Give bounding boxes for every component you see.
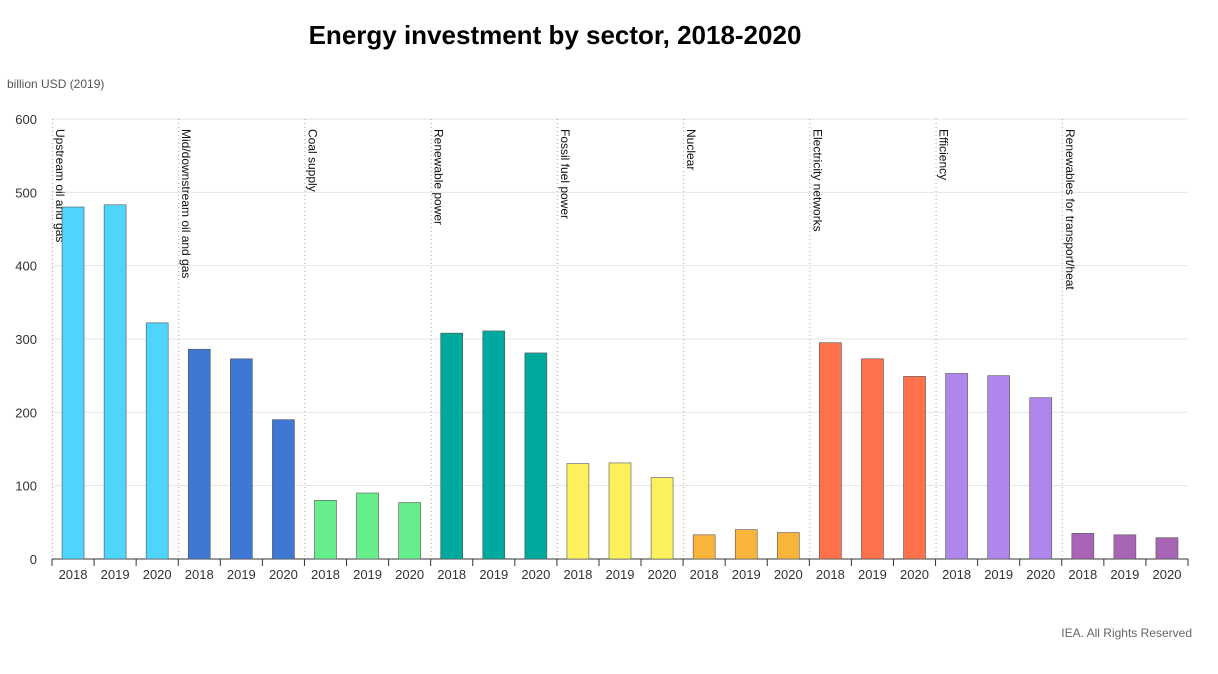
x-tick-label: 2018 xyxy=(311,567,340,582)
group-label: Efficiency xyxy=(937,129,951,180)
bar xyxy=(314,500,337,560)
x-tick-label: 2019 xyxy=(101,567,130,582)
x-tick-label: 2020 xyxy=(143,567,172,582)
group-label: Renewables for transport/heat xyxy=(1063,129,1077,290)
y-tick-label: 100 xyxy=(15,479,37,494)
x-tick-label: 2020 xyxy=(648,567,677,582)
x-tick-label: 2019 xyxy=(353,567,382,582)
x-tick-label: 2020 xyxy=(269,567,298,582)
x-tick-label: 2020 xyxy=(395,567,424,582)
bar xyxy=(861,358,884,560)
x-tick-label: 2019 xyxy=(606,567,635,582)
bar xyxy=(440,332,464,560)
group-label: Electricity networks xyxy=(810,129,824,232)
bar xyxy=(1029,397,1053,560)
bar xyxy=(356,492,379,560)
x-tick-label: 2019 xyxy=(1110,567,1139,582)
group-label: Coal supply xyxy=(305,129,319,192)
group-label: Fossil fuel power xyxy=(558,129,572,219)
x-tick-label: 2019 xyxy=(984,567,1013,582)
x-tick-label: 2018 xyxy=(816,567,845,582)
bar xyxy=(272,419,295,560)
bar xyxy=(398,502,421,560)
bar xyxy=(61,206,85,560)
x-tick-label: 2018 xyxy=(437,567,466,582)
x-tick-label: 2018 xyxy=(942,567,971,582)
x-tick-label: 2020 xyxy=(1026,567,1055,582)
bar xyxy=(1071,533,1095,560)
y-tick-label: 600 xyxy=(15,112,37,127)
bar xyxy=(692,534,716,560)
group-label: Mid/downstream oil and gas xyxy=(179,129,193,278)
y-tick-label: 500 xyxy=(15,185,37,200)
x-tick-label: 2018 xyxy=(59,567,88,582)
bar xyxy=(650,477,674,560)
bar xyxy=(819,342,842,560)
x-tick-label: 2018 xyxy=(690,567,719,582)
bar xyxy=(1155,537,1179,560)
y-tick-label: 400 xyxy=(15,259,37,274)
y-axis-unit-label: billion USD (2019) xyxy=(7,77,105,91)
bar xyxy=(566,463,590,560)
x-tick-label: 2018 xyxy=(185,567,214,582)
bar xyxy=(103,204,127,560)
source-credit: IEA. All Rights Reserved xyxy=(1061,626,1192,640)
x-tick-label: 2020 xyxy=(900,567,929,582)
group-label: Nuclear xyxy=(684,129,698,170)
bar xyxy=(230,358,253,560)
bar xyxy=(987,375,1010,560)
chart-title: Energy investment by sector, 2018-2020 xyxy=(308,20,802,50)
bar xyxy=(145,322,169,560)
bar xyxy=(1113,534,1137,560)
y-tick-label: 0 xyxy=(30,552,37,567)
x-tick-label: 2019 xyxy=(227,567,256,582)
x-tick-label: 2020 xyxy=(521,567,550,582)
bar xyxy=(945,373,968,560)
y-tick-label: 200 xyxy=(15,405,37,420)
bar xyxy=(482,330,506,560)
x-tick-label: 2020 xyxy=(1153,567,1182,582)
group-label: Renewable power xyxy=(432,129,446,225)
x-tick-label: 2019 xyxy=(732,567,761,582)
bar xyxy=(734,529,758,560)
bar xyxy=(187,348,211,560)
x-tick-label: 2018 xyxy=(563,567,592,582)
x-tick-label: 2019 xyxy=(479,567,508,582)
bar xyxy=(524,352,548,560)
bar xyxy=(903,376,926,560)
x-tick-label: 2018 xyxy=(1068,567,1097,582)
bar xyxy=(608,462,632,560)
bar xyxy=(776,532,800,560)
x-tick-label: 2019 xyxy=(858,567,887,582)
y-tick-label: 300 xyxy=(15,332,37,347)
x-tick-label: 2020 xyxy=(774,567,803,582)
